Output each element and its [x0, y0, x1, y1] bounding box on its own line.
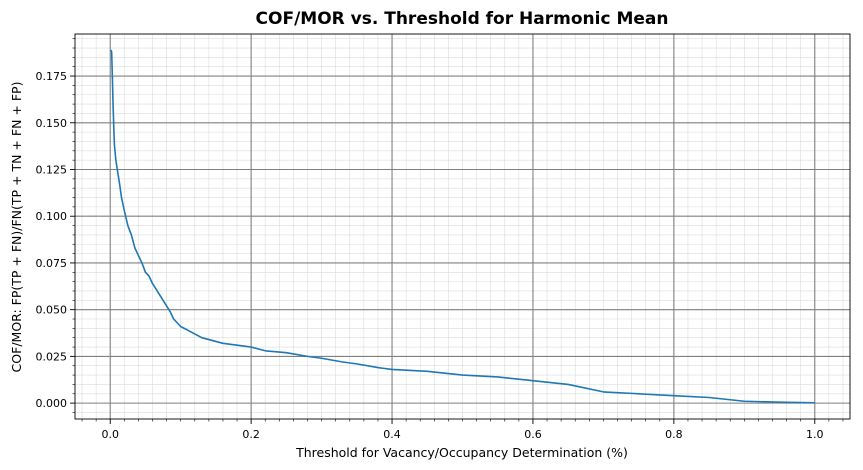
y-tick-label: 0.175	[36, 70, 68, 83]
x-tick-label: 0.4	[383, 428, 401, 441]
y-tick-label: 0.125	[36, 163, 68, 176]
x-tick-label: 0.6	[524, 428, 542, 441]
x-tick-label: 0.0	[101, 428, 119, 441]
y-axis-label: COF/MOR: FP(TP + FN)/FN(TP + TN + FN + F…	[9, 82, 24, 373]
y-tick-label: 0.100	[36, 210, 68, 223]
x-tick-label: 0.8	[665, 428, 683, 441]
chart-title: COF/MOR vs. Threshold for Harmonic Mean	[256, 9, 669, 29]
x-tick-label: 0.2	[242, 428, 260, 441]
y-tick-labels: 0.000 0.025 0.050 0.075 0.100 0.125 0.150 0.175	[36, 70, 68, 410]
series-layer	[110, 49, 815, 404]
axis-ticks	[70, 38, 844, 424]
major-gridlines	[75, 34, 850, 419]
y-tick-label: 0.075	[36, 257, 68, 270]
y-tick-label: 0.150	[36, 117, 68, 130]
series-line	[110, 49, 815, 404]
minor-gridlines-x	[81, 34, 844, 419]
x-axis-label: Threshold for Vacancy/Occupancy Determin…	[295, 445, 628, 460]
x-tick-labels: 0.0 0.2 0.4 0.6 0.8 1.0	[101, 428, 823, 441]
y-tick-label: 0.000	[36, 397, 68, 410]
x-tick-label: 1.0	[806, 428, 824, 441]
y-tick-label: 0.025	[36, 350, 68, 363]
y-tick-label: 0.050	[36, 304, 68, 317]
